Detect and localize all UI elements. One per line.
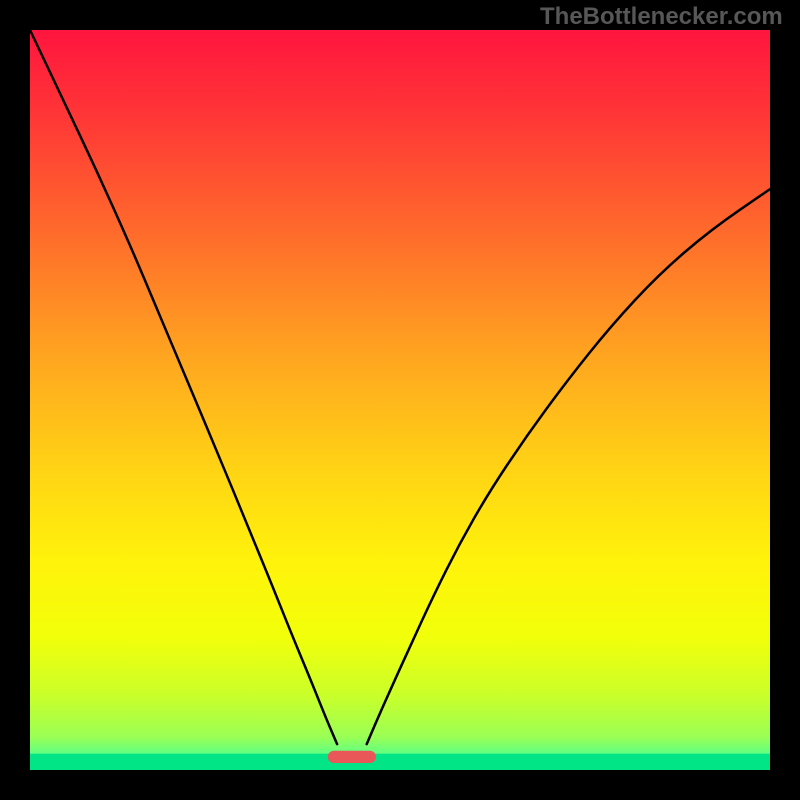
chart-frame: TheBottlenecker.com	[0, 0, 800, 800]
bottleneck-marker	[328, 751, 376, 763]
bottleneck-chart	[0, 0, 800, 800]
plot-area	[30, 30, 770, 770]
green-band	[30, 754, 770, 770]
watermark-label: TheBottlenecker.com	[540, 3, 783, 31]
